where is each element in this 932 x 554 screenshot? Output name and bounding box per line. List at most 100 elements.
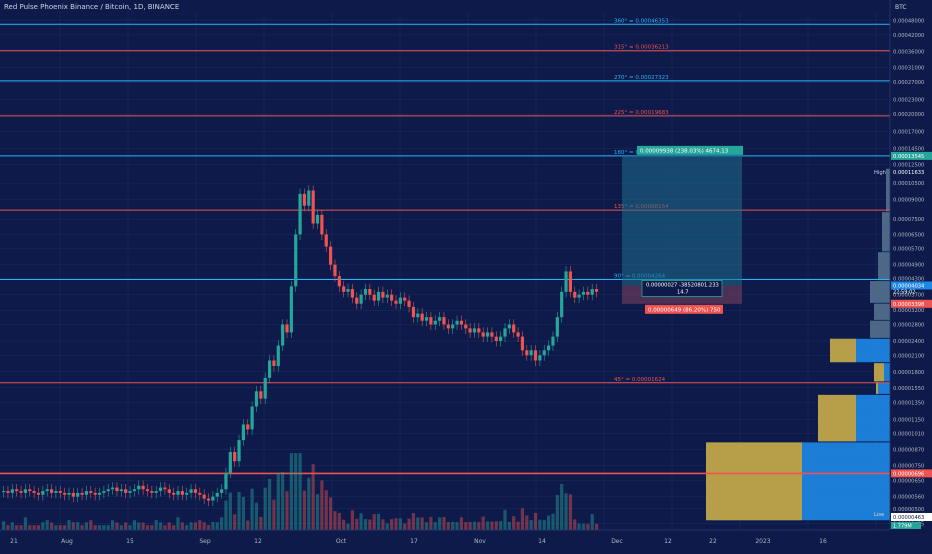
- candle-body: [390, 294, 394, 301]
- price-tick-label: 0.00009000: [893, 198, 924, 204]
- candle-body: [228, 452, 232, 473]
- volume-bar: [128, 525, 132, 530]
- volume-bar: [459, 517, 463, 530]
- volume-bar: [263, 487, 267, 530]
- volume-bar: [490, 521, 494, 530]
- volume-bar: [58, 525, 62, 530]
- price-badge-text: 0.00003398: [893, 302, 924, 308]
- price-badge-text: 0.00000696: [893, 471, 924, 477]
- volume-profile-row: [878, 252, 890, 281]
- candle-body: [36, 492, 41, 495]
- volume-bar: [551, 513, 555, 530]
- volume-bar: [215, 522, 219, 530]
- candle-body: [516, 332, 520, 337]
- price-badge: [891, 512, 932, 521]
- volume-bar: [315, 494, 320, 530]
- position-tool[interactable]: 0.00009938 (238.03%) 4674.13 0.00000027 -…: [622, 145, 743, 314]
- volume-bar: [10, 522, 14, 530]
- fib-level-label: 360° = 0.00046353: [614, 18, 669, 24]
- candle-body: [590, 289, 594, 295]
- price-tick-label: 0.00012500: [893, 162, 924, 168]
- price-axis[interactable]: 0.00048000 0.00042000 0.00036000 0.00031000…: [874, 0, 932, 550]
- volume-bar: [590, 514, 594, 530]
- volume-bar: [329, 497, 333, 530]
- volume-bar: [172, 525, 176, 530]
- candle-body: [481, 332, 485, 337]
- candle-body: [298, 193, 302, 235]
- candle-body: [472, 328, 477, 333]
- position-profit-text: 0.00009938 (238.03%) 4674.13: [640, 148, 729, 154]
- volume-bar: [259, 517, 263, 530]
- volume-profile-row: [874, 303, 890, 320]
- candle-body: [128, 491, 132, 493]
- candle-body: [58, 491, 62, 493]
- candle-body: [276, 345, 280, 366]
- candle-body: [555, 317, 559, 337]
- fib-level-label: 225° = 0.00019683: [614, 110, 669, 116]
- candle-body: [529, 350, 533, 356]
- volume-bar: [233, 514, 237, 530]
- candle-body: [438, 317, 442, 321]
- candle-body: [119, 489, 123, 492]
- time-axis-label: 12: [254, 538, 262, 545]
- price-tick-label: 0.00002100: [893, 353, 924, 359]
- candle-body: [237, 440, 241, 462]
- candle-body: [411, 306, 416, 318]
- time-axis-label: 2023: [755, 538, 770, 545]
- volume-profile-row: [870, 320, 890, 338]
- candle-body: [6, 491, 10, 493]
- candle-body: [499, 336, 503, 341]
- volume-profile-row: [876, 382, 890, 394]
- volume-bar: [202, 522, 206, 530]
- candle-body: [141, 485, 145, 490]
- volume-bar: [581, 523, 586, 530]
- candle-body: [533, 350, 538, 361]
- volume-bar: [560, 484, 564, 530]
- volume-bar: [111, 520, 115, 530]
- candle-body: [289, 286, 293, 333]
- candle-body: [15, 489, 19, 492]
- candle-body: [202, 494, 206, 499]
- volume-bar: [337, 513, 341, 530]
- volume-bar: [342, 519, 346, 530]
- volume-bar: [106, 525, 110, 530]
- volume-bar: [228, 492, 232, 530]
- price-tick-label: 0.00003700: [893, 293, 924, 299]
- candle-body: [180, 491, 184, 495]
- candle-body: [494, 336, 498, 341]
- price-badge-text: 0.00013545: [893, 154, 924, 160]
- volume-bar: [547, 515, 551, 530]
- volume-bar: [276, 473, 280, 530]
- time-axis[interactable]: 21 Aug 15 Sep 12 Oct 17 Nov 14 Dec 12 22 2023 16: [0, 529, 932, 550]
- price-tick-label: 0.00001150: [893, 418, 924, 424]
- candle-body: [97, 492, 102, 495]
- currency-label: BTC: [895, 4, 907, 11]
- volume-bar: [577, 523, 581, 530]
- price-tick-label: 0.00014500: [893, 147, 924, 153]
- time-axis-label: 21: [10, 538, 18, 545]
- price-tick-label: 0.00010500: [893, 181, 924, 187]
- volume-bar: [542, 520, 546, 530]
- candle-body: [154, 491, 158, 493]
- price-tick-label: 0.00004300: [893, 277, 924, 283]
- countdown-timer: 22:59:02: [893, 289, 915, 295]
- candle-body: [272, 360, 276, 366]
- time-axis-background: [0, 530, 932, 550]
- price-tick-label: 0.00001550: [893, 386, 924, 392]
- volume-bar: [167, 522, 171, 530]
- price-tick-label: 0.00001010: [893, 432, 924, 438]
- candle-body: [477, 328, 481, 333]
- volume-profile-row-share: [874, 363, 884, 382]
- price-tick-label: 0.00017000: [893, 130, 924, 136]
- volume-badge-text: 1.779M: [893, 524, 912, 530]
- candle-body: [167, 489, 171, 493]
- candle-body: [115, 487, 119, 492]
- time-axis-label: 15: [126, 538, 134, 545]
- candle-body: [407, 300, 411, 307]
- volume-bar: [464, 522, 468, 530]
- candle-body: [560, 291, 564, 318]
- candle-body: [564, 271, 568, 292]
- volume-bar: [446, 522, 450, 530]
